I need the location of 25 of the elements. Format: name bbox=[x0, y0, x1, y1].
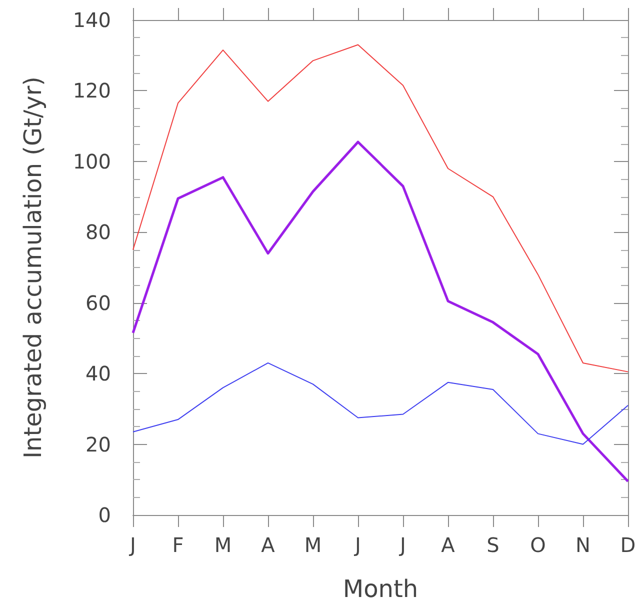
x-tick-label: A bbox=[441, 533, 456, 557]
line-series bbox=[132, 44, 628, 372]
y-tick-label: 40 bbox=[86, 362, 111, 386]
x-tick-label: M bbox=[214, 533, 232, 557]
y-tick-label: 100 bbox=[72, 149, 111, 174]
y-tick-label: 20 bbox=[86, 432, 111, 456]
x-tick-label: J bbox=[128, 533, 136, 557]
x-tick-label: D bbox=[620, 533, 636, 557]
x-tick-label: S bbox=[486, 533, 500, 557]
x-tick-label: J bbox=[398, 533, 406, 557]
line-series bbox=[132, 140, 630, 483]
y-tick-label: 140 bbox=[72, 8, 111, 32]
x-tick-label: A bbox=[261, 533, 276, 557]
x-tick-label: J bbox=[353, 533, 361, 557]
x-axis-title: Month bbox=[342, 575, 418, 603]
x-tick-label: O bbox=[530, 533, 546, 557]
y-tick-label: 0 bbox=[98, 503, 111, 527]
y-axis-title: Integrated accumulation (Gt/yr) bbox=[19, 76, 47, 459]
x-tick-label: F bbox=[172, 533, 184, 557]
y-tick-label: 80 bbox=[86, 220, 111, 244]
x-tick-label: M bbox=[304, 533, 322, 557]
y-tick-label: 60 bbox=[86, 290, 111, 315]
x-tick-label: N bbox=[576, 533, 590, 557]
y-tick-label: 120 bbox=[72, 78, 111, 103]
line-series bbox=[132, 362, 628, 445]
